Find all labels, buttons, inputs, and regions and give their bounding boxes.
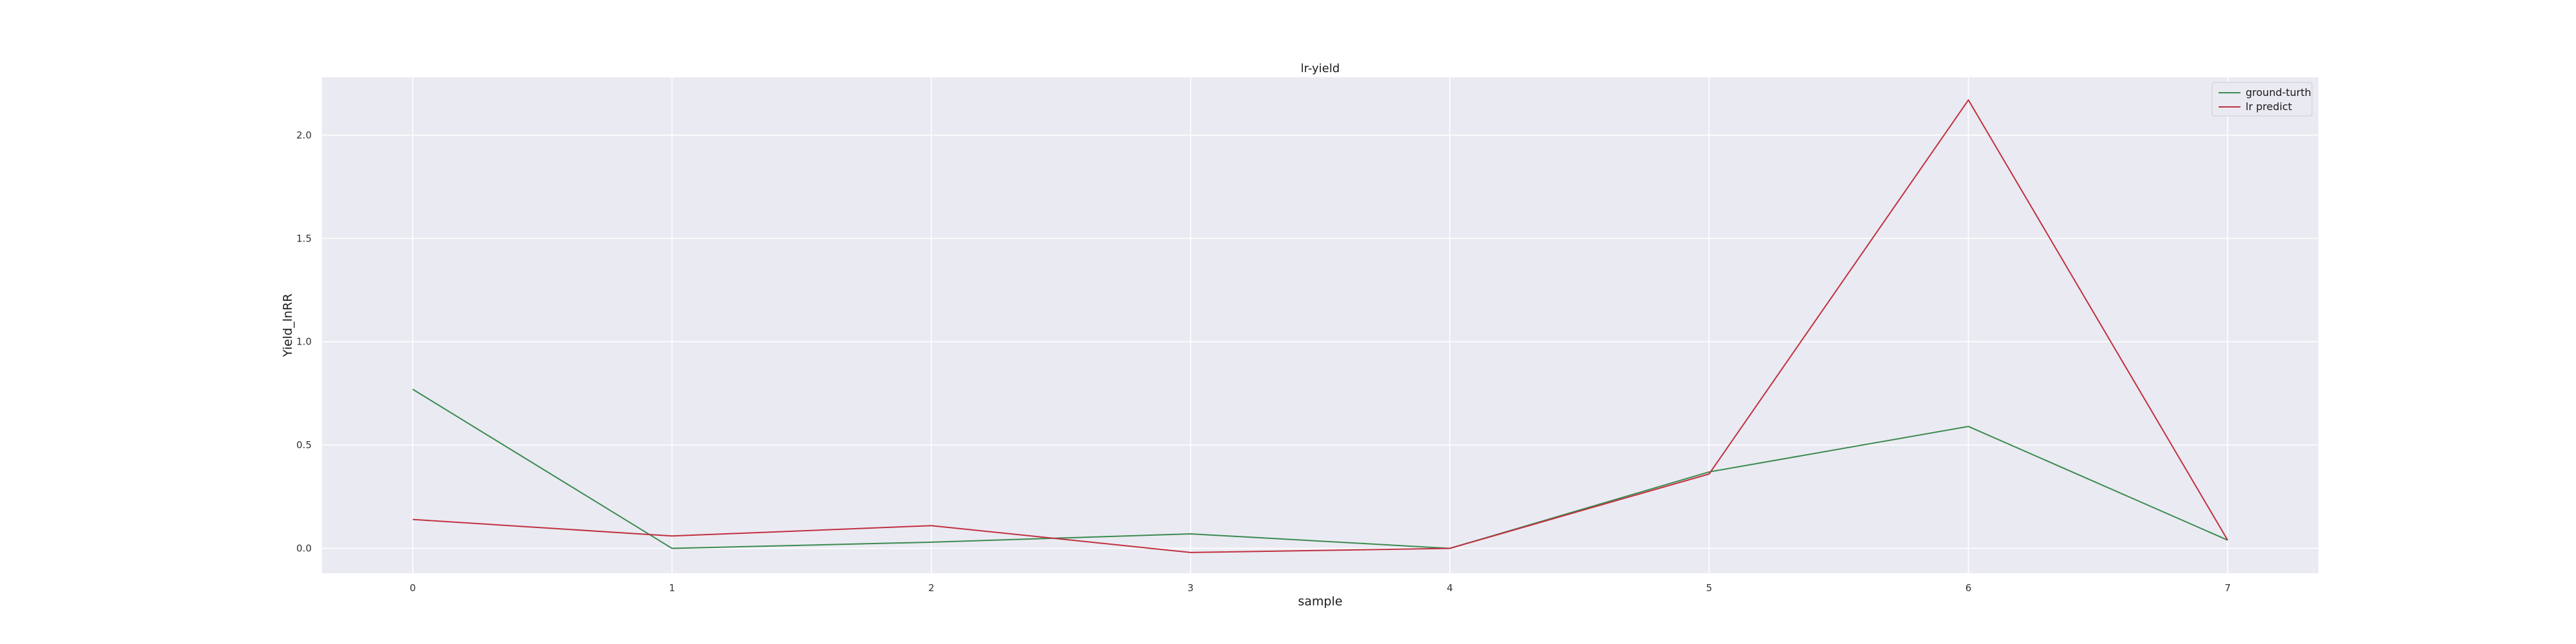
x-axis-label: sample — [1298, 594, 1342, 609]
y-tick-label: 0.5 — [296, 439, 312, 451]
y-tick-label: 1.5 — [296, 232, 312, 244]
x-tick-label: 4 — [1447, 582, 1454, 594]
x-tick-label: 0 — [410, 582, 416, 594]
legend-label: lr predict — [2246, 100, 2292, 113]
x-tick-labels: 0 1 2 3 4 5 6 7 — [410, 582, 2231, 594]
series-line-1 — [412, 99, 2228, 553]
series-line-0 — [412, 388, 2228, 549]
y-tick-label: 1.0 — [296, 336, 312, 348]
x-tick-label: 3 — [1188, 582, 1194, 594]
y-tick-labels: 0.0 0.5 1.0 1.5 2.0 — [296, 129, 312, 554]
grid — [322, 77, 2318, 573]
chart-title: lr-yield — [1301, 62, 1340, 75]
x-tick-label: 6 — [1965, 582, 1972, 594]
x-tick-label: 2 — [928, 582, 934, 594]
x-tick-label: 1 — [669, 582, 676, 594]
y-axis-label: Yield_lnRR — [281, 294, 295, 357]
legend-label: ground-turth — [2246, 86, 2311, 99]
series-layer — [412, 99, 2228, 553]
plot-area — [322, 77, 2318, 573]
x-tick-label: 7 — [2224, 582, 2231, 594]
x-tick-label: 5 — [1706, 582, 1712, 594]
y-tick-label: 2.0 — [296, 129, 312, 141]
y-tick-label: 0.0 — [296, 543, 312, 554]
